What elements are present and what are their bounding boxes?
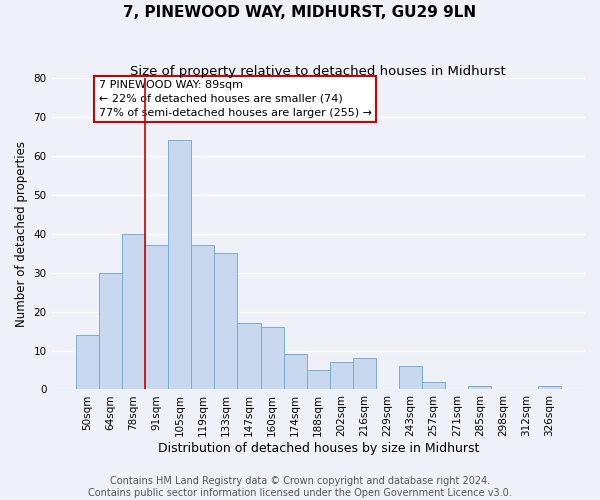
Title: Size of property relative to detached houses in Midhurst: Size of property relative to detached ho… bbox=[130, 65, 506, 78]
Bar bbox=[145, 246, 168, 390]
Bar bbox=[99, 272, 122, 390]
Text: 7, PINEWOOD WAY, MIDHURST, GU29 9LN: 7, PINEWOOD WAY, MIDHURST, GU29 9LN bbox=[124, 5, 476, 20]
Bar bbox=[238, 324, 260, 390]
Bar bbox=[214, 253, 238, 390]
Bar bbox=[307, 370, 330, 390]
Text: 7 PINEWOOD WAY: 89sqm
← 22% of detached houses are smaller (74)
77% of semi-deta: 7 PINEWOOD WAY: 89sqm ← 22% of detached … bbox=[99, 80, 372, 118]
Bar bbox=[538, 386, 561, 390]
Text: Contains HM Land Registry data © Crown copyright and database right 2024.
Contai: Contains HM Land Registry data © Crown c… bbox=[88, 476, 512, 498]
Bar bbox=[469, 386, 491, 390]
Bar bbox=[191, 246, 214, 390]
Bar bbox=[330, 362, 353, 390]
Y-axis label: Number of detached properties: Number of detached properties bbox=[15, 140, 28, 326]
Bar bbox=[260, 327, 284, 390]
Bar bbox=[284, 354, 307, 390]
Bar bbox=[168, 140, 191, 390]
Bar bbox=[122, 234, 145, 390]
Bar bbox=[399, 366, 422, 390]
Bar bbox=[353, 358, 376, 390]
Bar bbox=[76, 335, 99, 390]
Bar bbox=[422, 382, 445, 390]
X-axis label: Distribution of detached houses by size in Midhurst: Distribution of detached houses by size … bbox=[158, 442, 479, 455]
